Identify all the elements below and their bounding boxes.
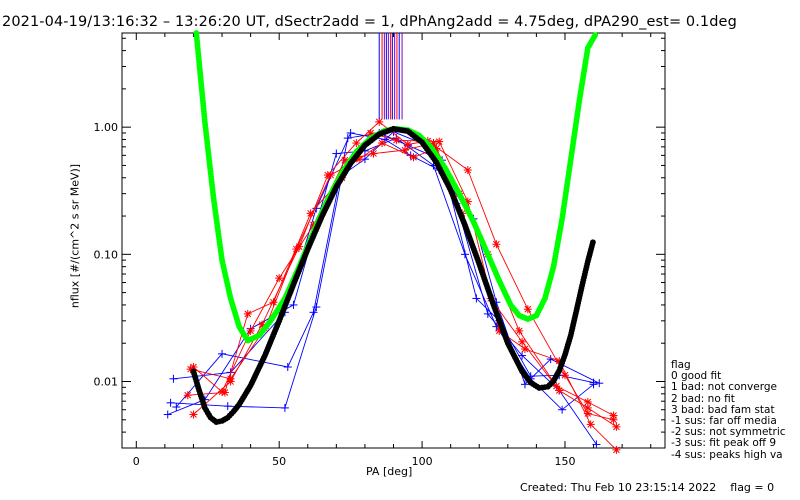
footer: Created: Thu Feb 10 23:15:14 2022 flag =… xyxy=(520,481,774,494)
data-point xyxy=(586,420,595,429)
data-point xyxy=(280,403,289,412)
data-point xyxy=(589,380,598,389)
data-point xyxy=(169,374,178,383)
data-point xyxy=(592,440,601,449)
data-point xyxy=(352,139,361,148)
flag-legend: flag 0 good fit 1 bad: not converge 2 ba… xyxy=(671,359,786,461)
y-tick-label: 1.00 xyxy=(94,121,119,134)
data-point xyxy=(558,405,567,414)
data-point xyxy=(400,146,409,155)
data-point xyxy=(612,422,621,431)
series-blue-3 xyxy=(169,128,604,389)
series-line xyxy=(173,132,600,386)
data-point xyxy=(183,391,192,400)
data-point xyxy=(189,410,198,419)
data-point xyxy=(218,387,227,396)
data-point xyxy=(323,171,332,180)
data-point xyxy=(218,349,227,358)
series-layer xyxy=(163,30,621,454)
fit-dot xyxy=(590,239,596,246)
data-point xyxy=(243,309,252,318)
created-timestamp: Created: Thu Feb 10 23:15:14 2022 xyxy=(520,481,717,494)
chart-title: 2021-04-19/13:16:32 – 13:26:20 UT, dSect… xyxy=(2,14,737,30)
data-point xyxy=(163,410,172,419)
data-point xyxy=(552,382,561,391)
x-tick-label: 100 xyxy=(412,455,433,468)
data-point xyxy=(346,128,355,137)
series-green-fit xyxy=(193,30,599,344)
y-tick-label: 0.10 xyxy=(94,248,119,261)
data-point xyxy=(246,326,255,335)
series-line xyxy=(170,131,597,445)
data-point xyxy=(518,337,527,346)
y-tick-label: 0.01 xyxy=(94,376,119,389)
data-point xyxy=(515,326,524,335)
series-blue-2 xyxy=(172,128,598,412)
legend-item: 3 bad: bad fam stat xyxy=(671,403,775,416)
data-point xyxy=(609,411,618,420)
data-point xyxy=(223,402,232,411)
series-line xyxy=(187,132,617,451)
x-tick-label: 0 xyxy=(133,455,140,468)
data-point xyxy=(520,345,529,354)
legend-item: 1 bad: not converge xyxy=(671,381,777,394)
y-axis: 0.01 0.10 1.00 xyxy=(94,37,665,449)
legend-item: -2 sus: not symmetric xyxy=(671,426,786,439)
legend-item: 0 good fit xyxy=(671,370,722,383)
data-point xyxy=(612,445,621,454)
data-point xyxy=(343,134,352,143)
peak-marker-group xyxy=(378,33,403,120)
data-point xyxy=(172,403,181,412)
x-axis: 0 50 100 150 xyxy=(133,33,652,468)
legend-title: flag xyxy=(671,359,691,371)
legend-item: -4 sus: peaks high va xyxy=(671,448,783,461)
series-blue-1 xyxy=(166,127,601,449)
data-point xyxy=(283,363,292,372)
data-point xyxy=(166,398,175,407)
flag-value: flag = 0 xyxy=(730,481,775,494)
data-point xyxy=(460,250,469,259)
data-point xyxy=(369,149,378,158)
data-point xyxy=(409,153,418,162)
x-tick-label: 150 xyxy=(554,455,575,468)
legend-item: -1 sus: far off media xyxy=(671,414,777,427)
data-point xyxy=(332,149,341,158)
series-black-fit xyxy=(190,125,596,425)
data-point xyxy=(583,397,592,406)
data-point xyxy=(312,303,321,312)
data-point xyxy=(463,166,472,175)
data-point xyxy=(435,137,444,146)
data-point xyxy=(306,209,315,218)
data-point xyxy=(309,308,318,317)
data-point xyxy=(472,294,481,303)
fit-dot xyxy=(592,32,599,39)
series-line xyxy=(167,137,594,415)
data-point xyxy=(595,379,604,388)
legend-item: -3 sus: fit peak off 9 xyxy=(671,437,776,450)
data-point xyxy=(275,274,284,283)
data-point xyxy=(523,305,532,314)
x-tick-label: 50 xyxy=(272,455,286,468)
data-point xyxy=(520,380,529,389)
data-point xyxy=(269,298,278,307)
data-point xyxy=(492,240,501,249)
data-point xyxy=(392,136,401,145)
data-point xyxy=(226,377,235,386)
legend-item: 2 bad: no fit xyxy=(671,392,735,405)
data-point xyxy=(289,300,298,309)
data-point xyxy=(378,139,387,148)
y-axis-label: nflux [#/(cm^2 s sr MeV)] xyxy=(68,163,82,309)
x-axis-label: PA [deg] xyxy=(366,465,413,478)
data-point xyxy=(555,386,564,395)
series-red-3 xyxy=(183,128,621,454)
